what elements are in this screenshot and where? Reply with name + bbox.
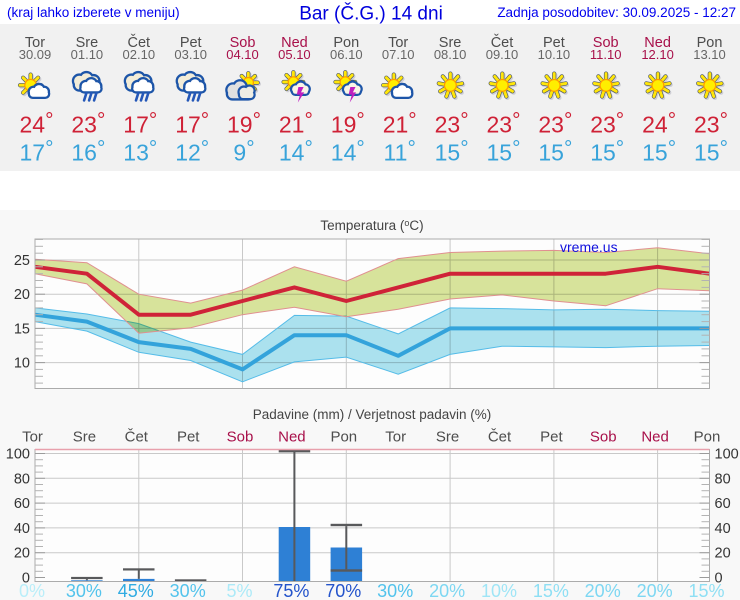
- svg-text:20%: 20%: [429, 581, 465, 600]
- svg-text:Sob: Sob: [593, 35, 619, 51]
- svg-text:13.10: 13.10: [693, 47, 726, 62]
- svg-text:10.10: 10.10: [538, 47, 571, 62]
- svg-text:Čet: Čet: [128, 34, 151, 51]
- svg-text:02.10: 02.10: [123, 47, 156, 62]
- svg-text:Pon: Pon: [330, 429, 357, 446]
- svg-text:20%: 20%: [637, 581, 673, 600]
- svg-text:10%: 10%: [481, 581, 517, 600]
- svg-text:15%: 15%: [688, 581, 724, 600]
- svg-text:14°: 14°: [279, 137, 313, 166]
- svg-text:20%: 20%: [585, 581, 621, 600]
- svg-text:09.10: 09.10: [486, 47, 519, 62]
- svg-text:12.10: 12.10: [641, 47, 674, 62]
- svg-text:30%: 30%: [377, 581, 413, 600]
- svg-text:06.10: 06.10: [330, 47, 363, 62]
- svg-text:Sob: Sob: [227, 429, 254, 446]
- svg-text:07.10: 07.10: [382, 47, 415, 62]
- svg-text:Ned: Ned: [281, 35, 308, 51]
- svg-text:20: 20: [715, 546, 731, 562]
- svg-text:80: 80: [715, 471, 731, 487]
- svg-text:25: 25: [14, 253, 30, 269]
- svg-text:100: 100: [715, 447, 739, 463]
- svg-text:Sre: Sre: [76, 35, 99, 51]
- svg-text:9°: 9°: [233, 137, 254, 166]
- svg-text:Sob: Sob: [230, 35, 256, 51]
- svg-text:Tor: Tor: [385, 429, 406, 446]
- svg-text:60: 60: [715, 496, 731, 512]
- svg-text:13°: 13°: [123, 137, 157, 166]
- svg-text:5%: 5%: [226, 581, 252, 600]
- svg-text:Ned: Ned: [278, 429, 306, 446]
- svg-text:04.10: 04.10: [226, 47, 259, 62]
- svg-text:Pon: Pon: [333, 35, 359, 51]
- svg-text:10: 10: [14, 356, 30, 372]
- svg-text:Pet: Pet: [177, 429, 200, 446]
- svg-text:05.10: 05.10: [278, 47, 311, 62]
- svg-text:45%: 45%: [118, 581, 154, 600]
- svg-text:Zadnja posodobitev: 30.09.2025: Zadnja posodobitev: 30.09.2025 - 12:27: [497, 5, 736, 20]
- svg-text:Čet: Čet: [491, 34, 514, 51]
- svg-text:Pon: Pon: [694, 429, 721, 446]
- svg-text:20: 20: [14, 546, 30, 562]
- svg-text:0: 0: [22, 571, 30, 587]
- svg-text:08.10: 08.10: [434, 47, 467, 62]
- svg-text:60: 60: [14, 496, 30, 512]
- svg-text:100: 100: [6, 447, 30, 463]
- svg-text:Sre: Sre: [439, 35, 462, 51]
- svg-text:Čet: Čet: [125, 429, 149, 446]
- svg-text:Padavine (mm) / Verjetnost pad: Padavine (mm) / Verjetnost padavin (%): [253, 407, 492, 422]
- svg-text:vreme.us: vreme.us: [560, 239, 618, 255]
- svg-text:15: 15: [14, 321, 30, 337]
- svg-text:03.10: 03.10: [174, 47, 207, 62]
- svg-text:30%: 30%: [66, 581, 102, 600]
- svg-text:Tor: Tor: [388, 35, 408, 51]
- svg-text:Tor: Tor: [22, 429, 43, 446]
- svg-text:01.10: 01.10: [71, 47, 104, 62]
- svg-text:Ned: Ned: [644, 35, 671, 51]
- svg-text:30%: 30%: [170, 581, 206, 600]
- svg-text:20: 20: [14, 287, 30, 303]
- svg-text:Bar (Č.G.) 14 dni: Bar (Č.G.) 14 dni: [299, 3, 443, 25]
- svg-text:0%: 0%: [19, 581, 45, 600]
- svg-text:80: 80: [14, 471, 30, 487]
- svg-text:Pon: Pon: [697, 35, 723, 51]
- svg-text:40: 40: [14, 521, 30, 537]
- svg-text:Sre: Sre: [436, 429, 459, 446]
- svg-text:40: 40: [715, 521, 731, 537]
- svg-text:Tor: Tor: [25, 35, 45, 51]
- svg-text:Pet: Pet: [540, 429, 563, 446]
- svg-text:11.10: 11.10: [590, 47, 622, 62]
- svg-text:Čet: Čet: [488, 429, 512, 446]
- svg-text:Pet: Pet: [543, 35, 565, 51]
- svg-text:0: 0: [715, 571, 723, 587]
- svg-text:Sre: Sre: [73, 429, 96, 446]
- svg-text:(kraj lahko izberete v meniju): (kraj lahko izberete v meniju): [7, 5, 180, 20]
- svg-text:30.09: 30.09: [19, 47, 52, 62]
- svg-text:70%: 70%: [325, 581, 361, 600]
- svg-text:Pet: Pet: [180, 35, 202, 51]
- svg-text:75%: 75%: [273, 581, 309, 600]
- svg-text:14°: 14°: [331, 137, 365, 166]
- svg-text:Ned: Ned: [641, 429, 669, 446]
- svg-text:15%: 15%: [533, 581, 569, 600]
- svg-text:Sob: Sob: [590, 429, 617, 446]
- svg-text:15°: 15°: [694, 137, 728, 166]
- svg-text:Temperatura (oC): Temperatura (oC): [320, 218, 423, 233]
